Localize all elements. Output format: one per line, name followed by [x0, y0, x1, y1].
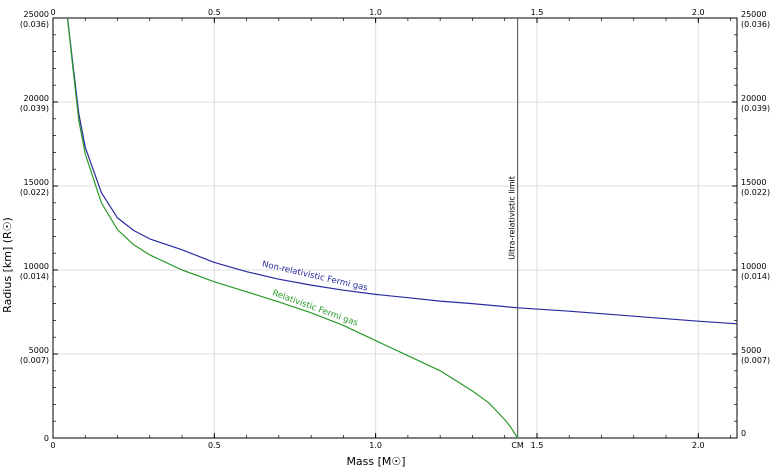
y-tick-label: 10000	[24, 262, 49, 271]
relativistic-curve-label: Relativistic Fermi gas	[271, 288, 360, 328]
y-right-tick-label: 20000	[741, 94, 766, 103]
y-tick-sublabel: (0.007)	[20, 356, 49, 365]
y-right-tick-sublabel: (0.022)	[741, 188, 770, 197]
y-right-tick-sublabel: (0.036)	[741, 20, 770, 29]
y-right-tick-label: 10000	[741, 262, 766, 271]
y-right-tick-label: 5000	[741, 346, 761, 355]
y-right-tick-label: 0	[741, 429, 746, 438]
y-right-tick-label: 25000	[741, 10, 766, 19]
y-tick-sublabel: (0.036)	[20, 20, 49, 29]
y-tick-sublabel: (0.014)	[20, 272, 49, 281]
y-axis-title: Radius [km] (R☉)	[1, 217, 14, 313]
y-tick-label: 20000	[24, 94, 49, 103]
x-tick-label: 0.5	[208, 441, 221, 450]
y-tick-sublabel: (0.022)	[20, 188, 49, 197]
y-right-tick-sublabel: (0.007)	[741, 356, 770, 365]
top-tick-label: 0	[50, 8, 55, 17]
x-tick-label: 0	[50, 441, 55, 450]
top-tick-label: 1.0	[369, 8, 382, 17]
x-tick-label: 2.0	[692, 441, 705, 450]
top-tick-label: 1.5	[531, 8, 544, 17]
y-right-tick-label: 15000	[741, 178, 766, 187]
series-line-1	[66, 17, 519, 439]
x-tick-label: 1.5	[531, 441, 544, 450]
y-right-tick-sublabel: (0.039)	[741, 104, 770, 113]
limit-tick-label: CM	[511, 441, 524, 450]
y-tick-label: 0	[44, 434, 49, 443]
y-tick-sublabel: (0.039)	[20, 104, 49, 113]
series-line-0	[66, 17, 738, 325]
grid	[53, 18, 737, 438]
plot-frame	[52, 17, 738, 439]
y-tick-label: 15000	[24, 178, 49, 187]
y-tick-label: 25000	[24, 10, 49, 19]
y-right-tick-sublabel: (0.014)	[741, 272, 770, 281]
series-group	[66, 17, 738, 439]
top-tick-label: 0.5	[208, 8, 221, 17]
y-tick-label: 5000	[29, 346, 49, 355]
annotation-labels: Ultra-relativistic limitNon-relativistic…	[261, 176, 517, 329]
top-tick-label: 2.0	[692, 8, 705, 17]
x-axis-title: Mass [M☉]	[346, 455, 405, 468]
x-tick-label: 1.0	[369, 441, 382, 450]
ultra-relativistic-limit-label: Ultra-relativistic limit	[508, 176, 517, 260]
